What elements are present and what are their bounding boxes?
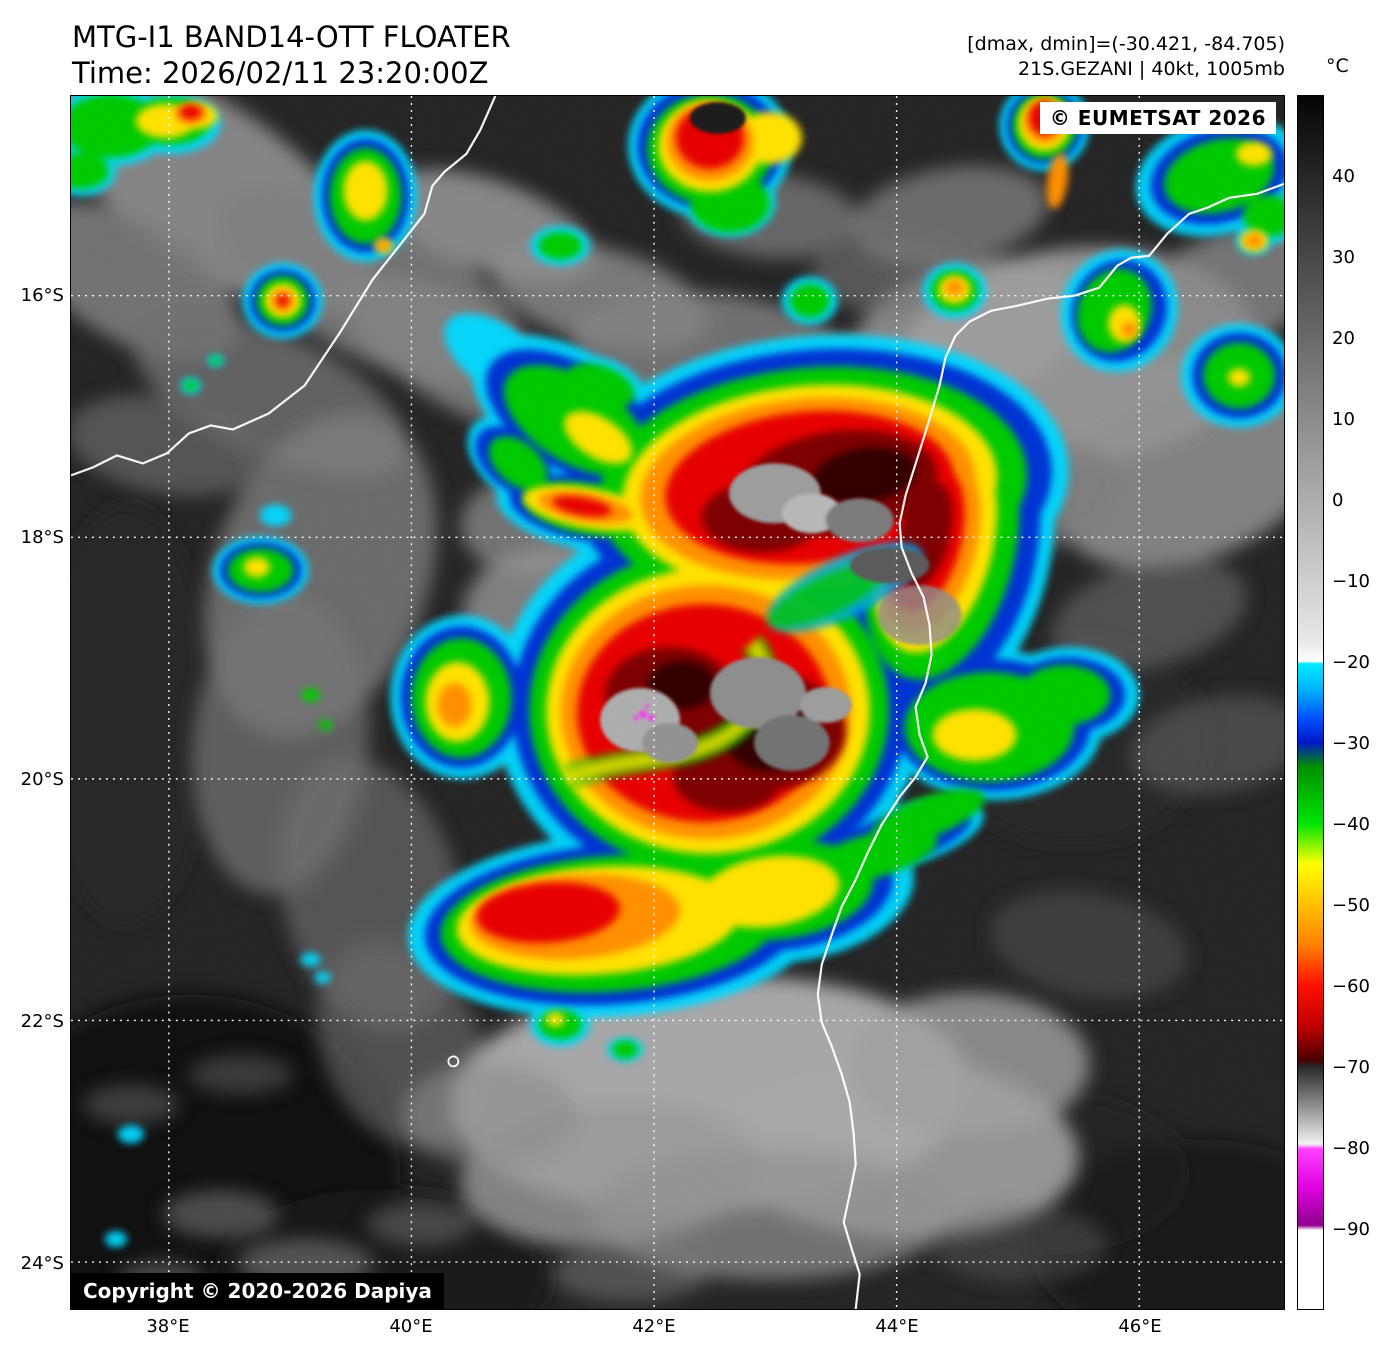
colorbar-tick-label: −80 <box>1332 1138 1370 1159</box>
eumetsat-credit-badge: © EUMETSAT 2026 <box>1039 102 1276 134</box>
satellite-image <box>71 96 1284 1309</box>
lon-tick-label: 40°E <box>389 1316 433 1337</box>
lat-tick-label: 22°S <box>20 1011 64 1032</box>
colorbar-tick-label: 0 <box>1332 490 1344 511</box>
colorbar-tick-label: −90 <box>1332 1219 1370 1240</box>
lon-tick-label: 42°E <box>632 1316 676 1337</box>
colorbar-tick-label: −10 <box>1332 571 1370 592</box>
lat-tick-label: 18°S <box>20 527 64 548</box>
image-grain-texture <box>71 96 1284 1309</box>
storm-info: 21S.GEZANI | 40kt, 1005mb <box>1018 58 1285 80</box>
lat-tick-label: 16°S <box>20 285 64 306</box>
coastline-africa <box>71 96 497 477</box>
colorbar-tick-label: 40 <box>1332 166 1355 187</box>
colorbar-tick-label: −60 <box>1332 976 1370 997</box>
colorbar-tick-label: −40 <box>1332 814 1370 835</box>
colorbar-tick-label: −20 <box>1332 652 1370 673</box>
lon-tick-label: 46°E <box>1118 1316 1162 1337</box>
coastline-madagascar <box>816 182 1284 1309</box>
island-outline <box>447 1055 460 1068</box>
lon-tick-label: 44°E <box>875 1316 919 1337</box>
product-title: MTG-I1 BAND14-OTT FLOATER <box>72 20 511 54</box>
colorbar-tick-label: −70 <box>1332 1057 1370 1078</box>
colorbar <box>1297 95 1324 1310</box>
satellite-map: © EUMETSAT 2026 Copyright © 2020-2026 Da… <box>70 95 1285 1310</box>
lon-tick-label: 38°E <box>146 1316 190 1337</box>
coastlines <box>71 96 1284 1309</box>
colorbar-unit-label: °C <box>1326 55 1349 77</box>
lat-tick-label: 24°S <box>20 1253 64 1274</box>
colorbar-tick-label: 10 <box>1332 409 1355 430</box>
colorbar-gradient <box>1298 96 1323 1309</box>
dmax-dmin-readout: [dmax, dmin]=(-30.421, -84.705) <box>967 33 1285 55</box>
product-time: Time: 2026/02/11 23:20:00Z <box>72 56 489 90</box>
lat-tick-label: 20°S <box>20 769 64 790</box>
colorbar-tick-label: −30 <box>1332 733 1370 754</box>
copyright-badge: Copyright © 2020-2026 Dapiya <box>71 1273 444 1309</box>
colorbar-tick-label: 30 <box>1332 247 1355 268</box>
colorbar-tick-label: −50 <box>1332 895 1370 916</box>
colorbar-tick-label: 20 <box>1332 328 1355 349</box>
